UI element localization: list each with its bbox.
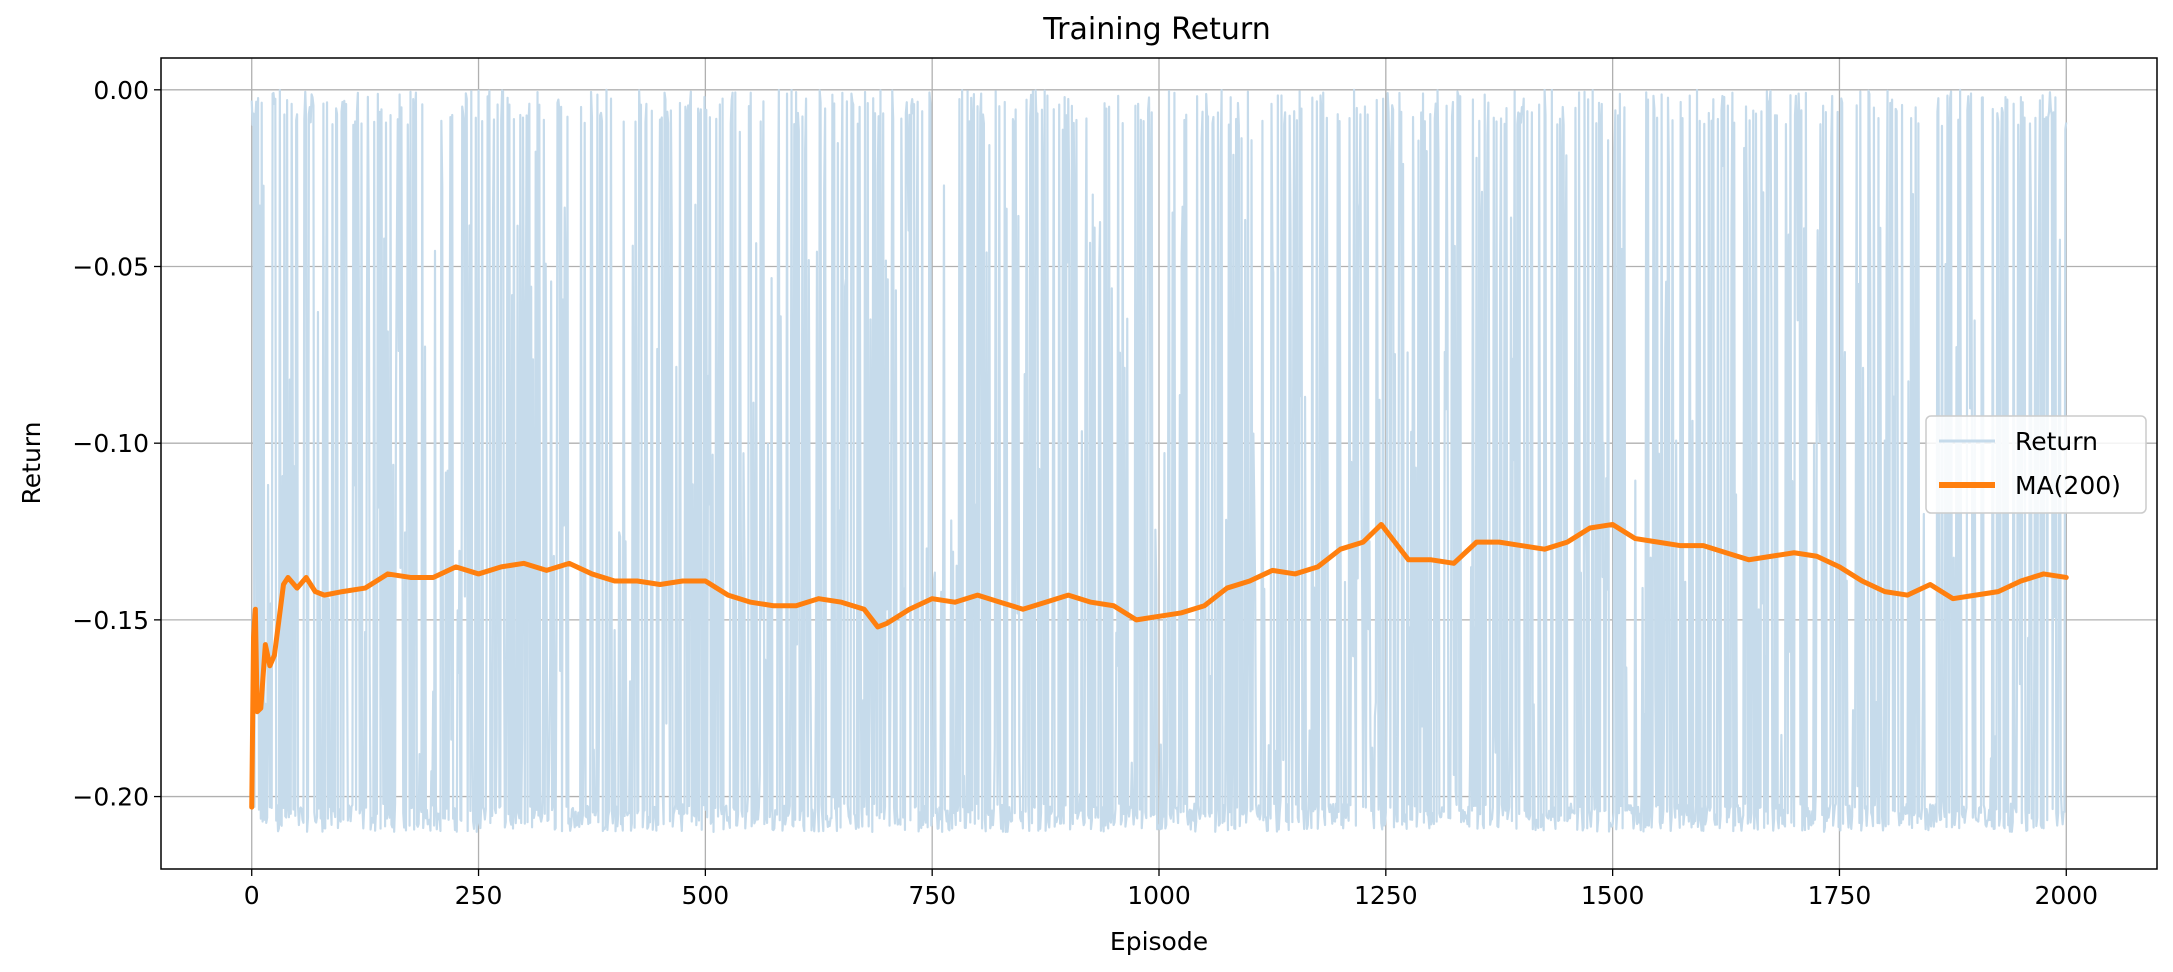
series-layer xyxy=(249,88,2069,833)
chart-title: Training Return xyxy=(1042,12,1270,47)
x-tick-label: 500 xyxy=(682,881,730,910)
y-tick-label: −0.15 xyxy=(72,606,149,635)
x-tick-label: 1500 xyxy=(1581,881,1645,910)
legend-label-return: Return xyxy=(2015,427,2098,456)
y-tick-label: −0.05 xyxy=(72,252,149,281)
x-tick-label: 2000 xyxy=(2034,881,2098,910)
x-axis-title: Episode xyxy=(1110,927,1208,956)
y-tick-label: −0.10 xyxy=(72,429,149,458)
plot-area: 0 250 500 750 1000 1250 1500 1750 2000 0.00 −0.05 −… xyxy=(72,57,2158,910)
x-tick-label: 1750 xyxy=(1808,881,1872,910)
series-ma200-line xyxy=(249,521,2069,810)
y-axis-title: Return xyxy=(17,422,46,505)
x-tick-label: 250 xyxy=(455,881,503,910)
x-tick-label: 750 xyxy=(908,881,956,910)
y-tick-label: −0.20 xyxy=(72,783,149,812)
x-tick-label: 1000 xyxy=(1127,881,1191,910)
legend: Return MA(200) xyxy=(1925,415,2147,514)
y-tick-label: 0.00 xyxy=(93,76,149,105)
series-return-line xyxy=(250,88,2068,833)
axis-ticks: 0 250 500 750 1000 1250 1500 1750 2000 0.00 −0.05 −… xyxy=(72,76,2098,910)
x-tick-label: 1250 xyxy=(1354,881,1418,910)
legend-label-ma200: MA(200) xyxy=(2015,471,2121,500)
x-tick-label: 0 xyxy=(244,881,260,910)
